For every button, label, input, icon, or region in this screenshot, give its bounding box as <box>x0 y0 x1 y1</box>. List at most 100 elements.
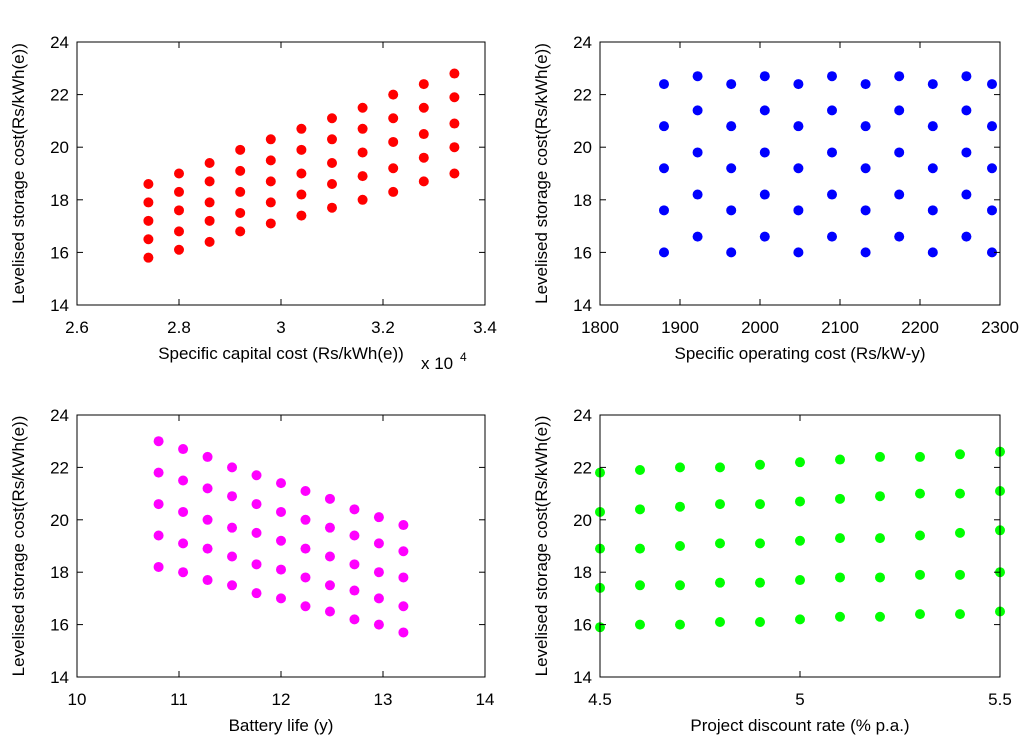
x-tick-label: 2100 <box>821 318 859 337</box>
point <box>300 485 311 496</box>
y-tick-label: 24 <box>573 406 592 425</box>
point <box>987 121 997 132</box>
point <box>418 129 429 140</box>
point <box>961 147 972 158</box>
point <box>875 491 885 502</box>
point <box>987 205 997 216</box>
x-tick-label: 10 <box>68 690 87 709</box>
point <box>987 79 997 90</box>
point <box>388 163 399 174</box>
point <box>296 189 307 200</box>
point <box>875 451 885 462</box>
point <box>915 488 925 499</box>
point <box>675 541 685 551</box>
point <box>398 572 409 583</box>
point <box>265 197 276 208</box>
point <box>449 92 460 103</box>
y-tick-label: 22 <box>573 86 592 105</box>
point <box>202 451 213 462</box>
point <box>153 499 164 510</box>
point <box>300 601 311 612</box>
y-tick-label: 20 <box>50 138 69 157</box>
point <box>373 538 384 549</box>
y-tick-label: 20 <box>573 511 592 530</box>
point <box>265 155 276 166</box>
y-tick-label: 24 <box>50 406 69 425</box>
point <box>143 197 154 208</box>
point <box>349 530 360 541</box>
point <box>795 535 805 546</box>
point <box>276 564 286 575</box>
point <box>726 205 737 216</box>
point <box>174 226 184 237</box>
point <box>227 462 238 473</box>
point <box>373 619 384 630</box>
y-axis-label: Levelised storage cost(Rs/kWh(e)) <box>532 43 551 304</box>
point <box>204 215 215 226</box>
point <box>759 105 770 116</box>
y-tick-label: 14 <box>573 296 592 315</box>
point <box>755 499 765 510</box>
point <box>300 543 311 554</box>
point <box>827 71 837 82</box>
point <box>418 79 429 90</box>
point <box>860 163 871 174</box>
point <box>835 454 845 465</box>
point <box>202 543 213 554</box>
x-tick-label: 2.6 <box>65 318 89 337</box>
point <box>894 71 905 82</box>
point <box>955 488 965 499</box>
x-tick-label: 12 <box>272 690 291 709</box>
point <box>692 189 703 200</box>
point <box>793 121 804 132</box>
point <box>324 493 335 504</box>
point <box>793 163 804 174</box>
point <box>793 205 804 216</box>
point <box>875 611 885 622</box>
x-tick-label: 2.8 <box>167 318 191 337</box>
point <box>265 176 276 187</box>
point <box>449 68 460 79</box>
point <box>388 136 399 147</box>
point <box>955 527 965 538</box>
point <box>357 123 368 134</box>
point <box>692 105 703 116</box>
point <box>202 483 213 494</box>
x-multiplier-exponent: 4 <box>460 350 467 364</box>
point <box>715 499 725 510</box>
point <box>349 585 360 596</box>
point <box>755 616 765 627</box>
point <box>795 457 805 468</box>
y-tick-label: 22 <box>573 458 592 477</box>
point <box>715 462 725 473</box>
point <box>357 194 368 205</box>
point <box>894 147 905 158</box>
y-tick-label: 24 <box>573 33 592 52</box>
point <box>296 210 307 221</box>
point <box>327 157 337 168</box>
point <box>860 247 871 258</box>
point <box>875 533 885 544</box>
point <box>795 614 805 625</box>
point <box>955 569 965 580</box>
point <box>860 79 871 90</box>
x-tick-label: 5.5 <box>988 690 1012 709</box>
point <box>987 247 997 258</box>
y-tick-label: 18 <box>50 563 69 582</box>
y-tick-label: 16 <box>573 616 592 635</box>
point <box>635 580 645 591</box>
point <box>373 567 384 578</box>
point <box>759 147 770 158</box>
point <box>296 168 307 179</box>
point <box>178 444 189 455</box>
point <box>143 234 154 245</box>
point <box>202 514 213 525</box>
y-tick-label: 16 <box>50 243 69 262</box>
point <box>204 176 215 187</box>
point <box>276 535 286 546</box>
point <box>398 520 409 531</box>
point <box>178 475 189 486</box>
point <box>251 470 262 481</box>
point <box>915 609 925 620</box>
